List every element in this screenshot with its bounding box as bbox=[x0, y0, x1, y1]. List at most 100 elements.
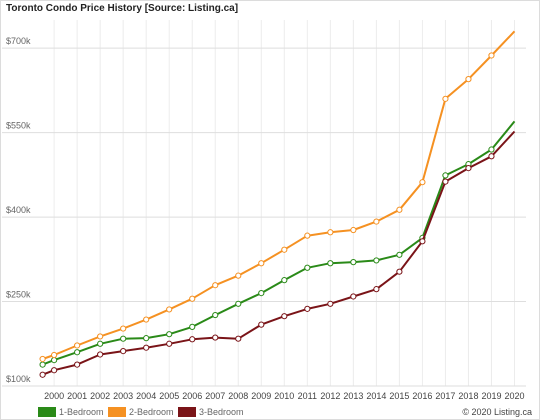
data-point-1-bedroom-8 bbox=[212, 311, 219, 319]
data-point-1-bedroom-3 bbox=[97, 340, 104, 347]
x-tick-label-2006: 2006 bbox=[182, 391, 202, 401]
chart-title: Toronto Condo Price History [Source: Lis… bbox=[6, 3, 239, 14]
data-point-1-bedroom-16 bbox=[396, 251, 403, 258]
y-tick-label-4: $700k bbox=[6, 36, 31, 46]
data-point-1-bedroom-2 bbox=[74, 349, 81, 356]
data-point-3-bedroom-11 bbox=[281, 313, 288, 320]
data-point-2-bedroom-16 bbox=[396, 206, 403, 213]
x-tick-label-2007: 2007 bbox=[205, 391, 225, 401]
data-point-1-bedroom-7 bbox=[189, 323, 196, 330]
data-point-2-bedroom-19 bbox=[465, 76, 472, 83]
data-point-2-bedroom-11 bbox=[281, 246, 288, 253]
data-point-2-bedroom-18 bbox=[442, 95, 449, 102]
data-point-2-bedroom-14 bbox=[350, 226, 357, 234]
y-tick-label-0: $100k bbox=[6, 374, 31, 384]
data-point-2-bedroom-5 bbox=[143, 316, 150, 323]
data-point-3-bedroom-0 bbox=[39, 371, 46, 378]
data-point-1-bedroom-4 bbox=[120, 335, 127, 342]
data-point-3-bedroom-1 bbox=[51, 367, 58, 374]
x-tick-label-2003: 2003 bbox=[113, 391, 133, 401]
data-point-1-bedroom-9 bbox=[235, 300, 242, 307]
x-tick-label-2002: 2002 bbox=[90, 391, 110, 401]
series-line-3-bedroom bbox=[42, 130, 516, 376]
data-point-1-bedroom-1 bbox=[51, 356, 58, 364]
data-point-3-bedroom-8 bbox=[212, 334, 219, 341]
data-point-1-bedroom-15 bbox=[373, 257, 380, 264]
data-point-3-bedroom-20 bbox=[488, 153, 495, 160]
y-axis-ticks: $100k $250k $400k $550k $700k bbox=[6, 36, 31, 384]
series-line-2-bedroom bbox=[42, 30, 516, 360]
data-point-3-bedroom-17 bbox=[419, 238, 426, 245]
data-point-2-bedroom-13 bbox=[327, 229, 334, 236]
data-point-1-bedroom-10 bbox=[258, 289, 265, 297]
data-point-2-bedroom-15 bbox=[373, 218, 380, 225]
legend-label-2-bedroom: 2-Bedroom bbox=[129, 407, 174, 417]
x-tick-label-2012: 2012 bbox=[320, 391, 340, 401]
data-point-3-bedroom-14 bbox=[350, 293, 357, 300]
data-point-1-bedroom-5 bbox=[143, 335, 150, 342]
x-tick-label-2014: 2014 bbox=[366, 391, 386, 401]
legend-swatch-2-bedroom bbox=[108, 407, 126, 417]
data-point-3-bedroom-19 bbox=[465, 164, 472, 172]
chart-credit: © 2020 Listing.ca bbox=[462, 407, 532, 417]
series-1-bedroom bbox=[39, 120, 516, 368]
x-tick-label-2010: 2010 bbox=[274, 391, 294, 401]
data-point-2-bedroom-7 bbox=[189, 295, 196, 302]
legend-item-3-bedroom[interactable]: 3-Bedroom bbox=[178, 407, 244, 417]
data-point-2-bedroom-12 bbox=[304, 232, 311, 239]
chart-legend: 1-Bedroom 2-Bedroom 3-Bedroom bbox=[0, 407, 540, 420]
x-tick-label-2016: 2016 bbox=[412, 391, 432, 401]
data-point-1-bedroom-18 bbox=[442, 172, 449, 179]
data-point-2-bedroom-0 bbox=[39, 355, 46, 363]
x-axis-ticks: 2000 2001 2002 2003 2004 2005 2006 2007 2008 2009… bbox=[44, 391, 524, 401]
x-tick-label-2004: 2004 bbox=[136, 391, 156, 401]
grid-layer bbox=[2, 20, 526, 387]
x-tick-label-2020: 2020 bbox=[504, 391, 524, 401]
data-point-2-bedroom-6 bbox=[166, 306, 173, 313]
x-tick-label-2001: 2001 bbox=[67, 391, 87, 401]
data-point-3-bedroom-13 bbox=[327, 300, 334, 307]
data-point-2-bedroom-1 bbox=[51, 351, 58, 359]
data-point-3-bedroom-10 bbox=[258, 321, 265, 328]
series-3-bedroom bbox=[39, 130, 516, 378]
legend-item-2-bedroom[interactable]: 2-Bedroom bbox=[108, 407, 174, 417]
data-point-3-bedroom-12 bbox=[304, 305, 311, 312]
data-point-1-bedroom-12 bbox=[304, 264, 311, 271]
x-tick-label-2008: 2008 bbox=[228, 391, 248, 401]
data-point-3-bedroom-7 bbox=[189, 336, 196, 343]
data-point-1-bedroom-14 bbox=[350, 259, 357, 266]
y-tick-label-3: $550k bbox=[6, 121, 31, 131]
x-tick-label-2013: 2013 bbox=[343, 391, 363, 401]
data-point-2-bedroom-8 bbox=[212, 282, 219, 289]
legend-item-1-bedroom[interactable]: 1-Bedroom bbox=[38, 407, 104, 417]
data-point-2-bedroom-10 bbox=[258, 260, 265, 267]
x-tick-label-2009: 2009 bbox=[251, 391, 271, 401]
data-point-3-bedroom-4 bbox=[120, 347, 127, 355]
legend-swatch-3-bedroom bbox=[178, 407, 196, 417]
data-point-2-bedroom-17 bbox=[419, 179, 426, 186]
data-point-1-bedroom-6 bbox=[166, 331, 173, 338]
x-tick-label-2017: 2017 bbox=[435, 391, 455, 401]
data-point-3-bedroom-9 bbox=[235, 335, 242, 342]
legend-label-3-bedroom: 3-Bedroom bbox=[199, 407, 244, 417]
series-2-bedroom bbox=[39, 30, 516, 363]
data-point-2-bedroom-2 bbox=[74, 342, 81, 349]
x-tick-label-2011: 2011 bbox=[298, 391, 317, 401]
x-tick-label-2018: 2018 bbox=[458, 391, 478, 401]
data-point-1-bedroom-13 bbox=[327, 260, 334, 267]
y-tick-label-1: $250k bbox=[6, 290, 31, 300]
data-point-1-bedroom-11 bbox=[281, 277, 288, 284]
data-point-2-bedroom-3 bbox=[97, 333, 104, 340]
data-point-1-bedroom-20 bbox=[488, 146, 495, 153]
data-point-3-bedroom-16 bbox=[396, 268, 403, 275]
data-point-2-bedroom-20 bbox=[488, 52, 495, 59]
x-tick-label-2015: 2015 bbox=[389, 391, 409, 401]
data-point-3-bedroom-6 bbox=[166, 340, 173, 347]
data-point-3-bedroom-3 bbox=[97, 351, 104, 358]
data-point-3-bedroom-5 bbox=[143, 344, 150, 351]
data-point-2-bedroom-4 bbox=[120, 325, 127, 332]
legend-swatch-1-bedroom bbox=[38, 407, 56, 417]
data-point-3-bedroom-15 bbox=[373, 286, 380, 293]
